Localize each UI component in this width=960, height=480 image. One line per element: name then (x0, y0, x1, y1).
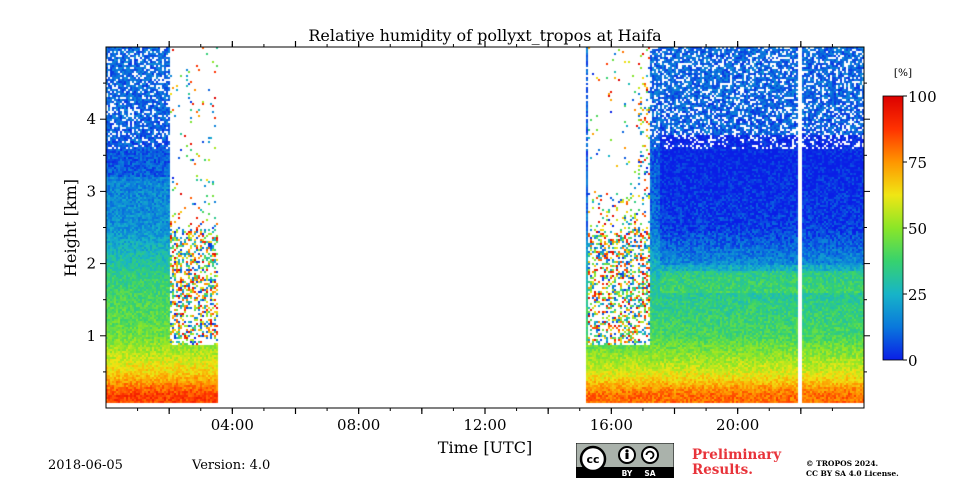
x-axis-label: Time [UTC] (438, 438, 532, 457)
preliminary-results-note: Preliminary Results. (692, 448, 781, 478)
version-label: Version: 4.0 (192, 458, 271, 473)
preliminary-line-2: Results. (692, 462, 753, 478)
svg-text:BY: BY (622, 469, 633, 478)
x-tick-label: 04:00 (211, 416, 254, 434)
colorbar-tick-label: 25 (908, 286, 927, 304)
x-tick-label: 12:00 (463, 416, 506, 434)
x-tick-label: 20:00 (716, 416, 759, 434)
preliminary-line-1: Preliminary (692, 447, 782, 463)
colorbar: 100 75 50 25 0 (882, 88, 937, 370)
plot-layer (106, 47, 864, 408)
x-tick-label: 08:00 (337, 416, 380, 434)
cc-by-sa-badge: cc BY SA (576, 443, 674, 478)
license-note: © TROPOS 2024. CC BY SA 4.0 License. (806, 459, 899, 479)
y-axis-label: Height [km] (61, 179, 80, 277)
cc-icon (579, 445, 607, 473)
colorbar-tick-label: 100 (908, 88, 937, 106)
colorbar-tick-label: 50 (908, 220, 927, 238)
sa-sharealike-icon (641, 446, 659, 464)
colorbar-tick-label: 75 (908, 154, 927, 172)
axes-layer: 04:00 08:00 12:00 16:00 20:00 1 2 3 4 (86, 41, 870, 434)
svg-text:cc: cc (586, 453, 599, 466)
y-tick-label: 2 (86, 255, 96, 273)
measurement-date: 2018-06-05 (48, 458, 123, 473)
y-tick-label: 4 (86, 110, 96, 128)
chart-title: Relative humidity of pollyxt_tropos at H… (308, 26, 662, 45)
colorbar-gradient (882, 95, 904, 361)
x-tick-label: 16:00 (590, 416, 633, 434)
y-tick-label: 3 (86, 182, 96, 200)
rh-heatmap (106, 47, 864, 408)
colorbar-tick-label: 0 (908, 352, 918, 370)
y-tick-label: 1 (86, 327, 96, 345)
license-line-1: © TROPOS 2024. (806, 459, 879, 468)
colorbar-unit: [%] (894, 67, 912, 79)
license-line-2: CC BY SA 4.0 License. (806, 469, 899, 478)
svg-text:SA: SA (644, 469, 655, 478)
